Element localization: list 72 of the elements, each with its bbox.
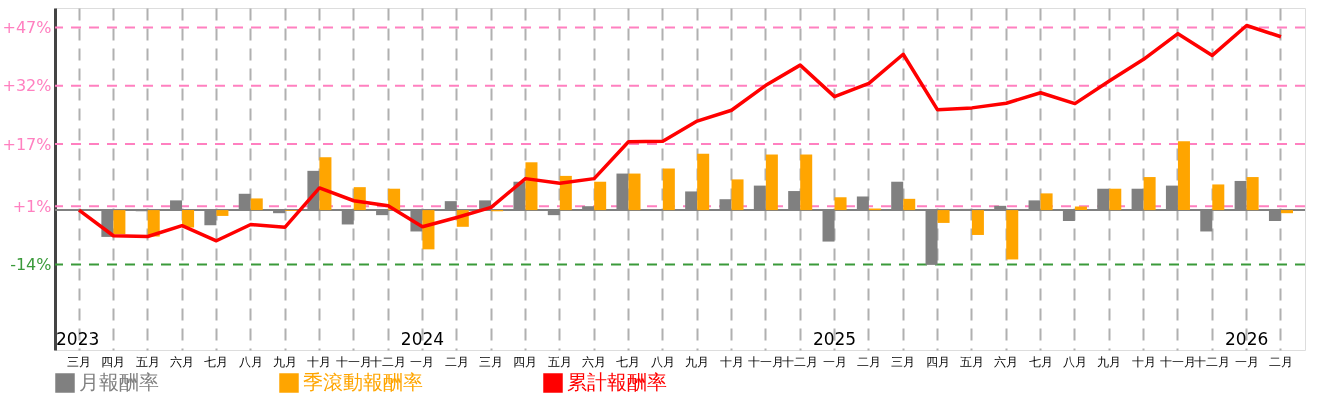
bar — [971, 210, 984, 235]
x-tick-label: 二月 — [1268, 354, 1293, 369]
bar — [800, 154, 813, 211]
bar — [113, 210, 126, 235]
x-tick-label: 一月 — [1234, 354, 1259, 369]
x-tick-label: 九月 — [685, 354, 710, 369]
y-tick-label: -14% — [10, 255, 52, 274]
x-tick-label: 一月 — [822, 354, 847, 369]
x-tick-label: 五月 — [547, 354, 572, 369]
x-tick-label: 八月 — [650, 354, 675, 369]
bar — [628, 173, 641, 211]
x-tick-label: 十二月 — [782, 354, 819, 369]
line-series — [77, 23, 1283, 243]
x-tick-label: 四月 — [101, 354, 126, 369]
bar — [1109, 188, 1122, 211]
bar — [422, 210, 435, 250]
bar — [250, 198, 263, 211]
x-tick-label: 三月 — [67, 354, 92, 369]
x-tick-label: 十二月 — [1194, 354, 1231, 369]
bar — [834, 197, 847, 211]
x-tick-label: 五月 — [135, 354, 160, 369]
y-tick-label: +1% — [12, 196, 52, 216]
y-tick-label: +17% — [2, 134, 52, 154]
x-tick-label: 四月 — [513, 354, 538, 369]
bar — [525, 162, 538, 211]
bar — [1177, 141, 1190, 211]
bar — [216, 210, 229, 216]
annotation: 2023 — [56, 329, 100, 349]
x-tick-label: 十月 — [1131, 354, 1156, 369]
x-tick-label: 三月 — [891, 354, 916, 369]
x-tick-label: 十月 — [719, 354, 744, 369]
x-tick-label: 八月 — [1062, 354, 1087, 369]
legend-label: 季滾動報酬率 — [303, 370, 423, 394]
bar — [1040, 193, 1053, 211]
bar — [937, 210, 950, 223]
annotation: 2025 — [812, 329, 857, 349]
x-tick-label: 九月 — [1097, 354, 1122, 369]
x-tick-label: 六月 — [582, 354, 607, 369]
bar — [765, 154, 778, 211]
y-tick-label: +47% — [2, 17, 52, 37]
y-tick-label: +32% — [2, 76, 52, 96]
x-tick-label: 八月 — [238, 354, 263, 369]
x-tick-label: 十月 — [307, 354, 332, 369]
legend-label: 累計報酬率 — [567, 370, 667, 394]
bar — [182, 210, 195, 228]
annotation: 2026 — [1224, 329, 1269, 349]
bar — [594, 181, 607, 211]
bar — [319, 157, 332, 211]
bar — [662, 168, 675, 211]
bar — [697, 153, 710, 211]
x-tick-label: 九月 — [273, 354, 298, 369]
x-tick-label: 二月 — [856, 354, 881, 369]
x-tick-label: 七月 — [616, 354, 641, 369]
x-tick-label: 二月 — [444, 354, 469, 369]
x-tick-label: 七月 — [204, 354, 229, 369]
x-tick-label: 四月 — [925, 354, 950, 369]
x-tick-label: 一月 — [410, 354, 435, 369]
bar — [1212, 184, 1225, 211]
x-tick-label: 十二月 — [370, 354, 407, 369]
bar — [1006, 210, 1019, 260]
bar — [1246, 177, 1259, 211]
bar — [1143, 177, 1156, 211]
x-tick-label: 五月 — [959, 354, 984, 369]
x-tick-label: 六月 — [994, 354, 1019, 369]
bar — [731, 179, 744, 211]
bar — [903, 198, 916, 211]
annotation: 2024 — [400, 329, 445, 349]
x-tick-label: 三月 — [479, 354, 504, 369]
x-tick-label: 六月 — [170, 354, 195, 369]
x-tick-label: 七月 — [1028, 354, 1053, 369]
bar — [1280, 210, 1293, 214]
legend-label: 月報酬率 — [79, 370, 159, 394]
